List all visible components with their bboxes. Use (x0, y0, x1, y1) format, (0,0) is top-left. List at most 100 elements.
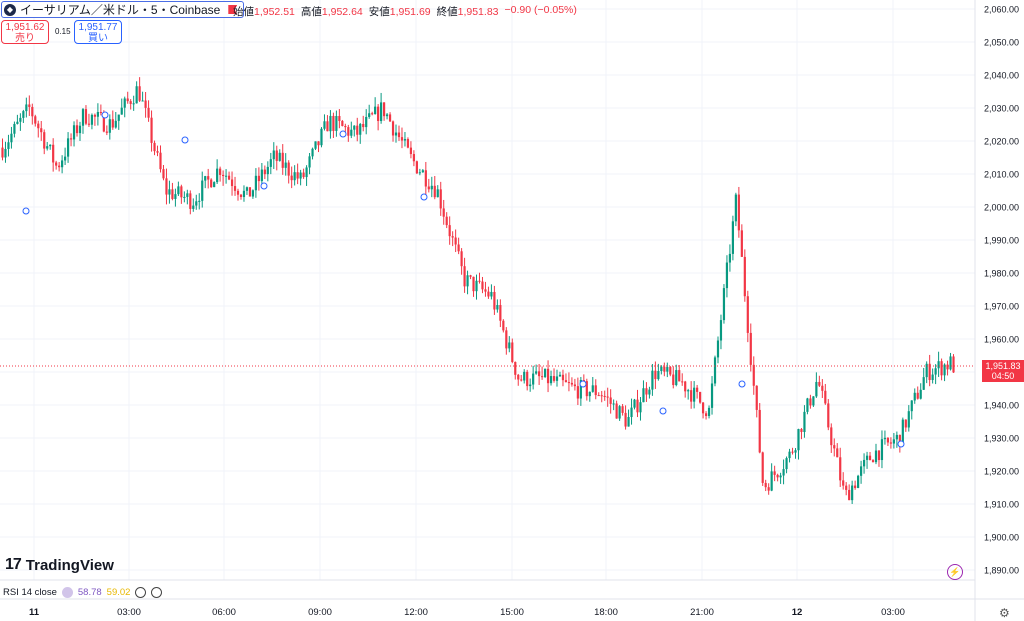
candle-body (773, 471, 776, 475)
candle-body (633, 399, 636, 408)
candle-body (397, 132, 401, 138)
candle-body (105, 131, 108, 133)
candle-body (251, 190, 255, 197)
candle-body (913, 392, 916, 401)
candle-body (341, 120, 344, 126)
event-marker (22, 207, 30, 215)
candle-body (794, 450, 797, 453)
hide-icon[interactable] (151, 587, 163, 598)
candle-body (830, 427, 833, 446)
candle-body (4, 148, 7, 158)
candle-body (770, 471, 773, 491)
candle-body (10, 133, 13, 143)
buy-button[interactable]: 1,951.77 買い (74, 20, 122, 44)
candle-body (621, 406, 624, 413)
candle-body (931, 374, 934, 381)
x-tick-label: 06:00 (212, 607, 236, 618)
candle-body (636, 399, 639, 413)
candle-body (305, 167, 308, 178)
candle-body (284, 162, 287, 168)
candle-body (186, 193, 189, 197)
event-marker (659, 407, 667, 415)
candle-body (338, 115, 341, 121)
candle-body (72, 125, 76, 140)
candle-body (785, 458, 788, 470)
candle-body (734, 194, 737, 222)
candle-body (943, 364, 946, 376)
ohlc-high: 高値1,952.64 (300, 6, 363, 18)
candle-body (609, 397, 612, 404)
candle-body (153, 142, 156, 152)
candle-body (922, 377, 925, 390)
candle-body (529, 384, 532, 387)
candle-body (546, 368, 550, 384)
symbol-title: イーサリアム／米ドル・5・Coinbase (20, 3, 221, 17)
y-tick-label: 1,940.00 (984, 401, 1019, 411)
tradingview-logo[interactable]: 17 TradingView (5, 556, 114, 574)
candle-body (25, 104, 28, 112)
candle-body (58, 165, 61, 168)
y-tick-label: 2,020.00 (984, 137, 1019, 147)
candle-body (871, 460, 875, 463)
symbol-selector[interactable]: ◆ イーサリアム／米ドル・5・Coinbase (1, 1, 245, 18)
settings-icon[interactable]: ⚙ (999, 606, 1010, 620)
candle-body (499, 305, 502, 321)
candle-body (606, 396, 609, 398)
candle-body (210, 179, 213, 188)
candle-body (117, 114, 120, 121)
candle-body (445, 216, 448, 226)
candle-body (886, 437, 890, 443)
candle-body (883, 437, 887, 440)
candle-body (19, 117, 22, 122)
candle-body (84, 109, 88, 124)
candle-body (892, 439, 895, 444)
candle-body (147, 107, 150, 118)
candle-body (710, 383, 714, 408)
candle-body (278, 152, 281, 161)
candle-body (430, 185, 433, 190)
rsi-legend[interactable]: RSI 14 close 58.78 59.02 (3, 587, 163, 598)
last-price-tag: 1,951.83 04:50 (982, 360, 1024, 382)
candle-body (526, 371, 529, 387)
candle-body (490, 291, 493, 297)
candle-body (424, 170, 427, 187)
x-tick-label: 12:00 (404, 607, 428, 618)
candle-body (380, 102, 383, 122)
candle-body (800, 429, 803, 432)
candle-body (308, 156, 311, 168)
candle-body (701, 402, 705, 414)
candle-body (868, 455, 872, 461)
flag-icon[interactable] (228, 5, 238, 14)
x-tick-label: 03:00 (881, 607, 905, 618)
candle-body (168, 189, 171, 195)
candle-body (293, 172, 296, 181)
candle-body (755, 385, 758, 410)
y-tick-label: 2,050.00 (984, 38, 1019, 48)
candle-body (317, 141, 320, 146)
candle-body (75, 125, 79, 134)
candle-body (135, 86, 138, 104)
candle-body (919, 389, 922, 399)
candle-body (848, 489, 851, 501)
candle-body (597, 395, 600, 397)
candle-body (156, 151, 159, 153)
candle-body (415, 161, 418, 174)
bolt-icon[interactable]: ⚡ (947, 564, 963, 580)
candle-body (946, 364, 949, 370)
candle-body (859, 466, 863, 476)
candle-body (824, 390, 827, 404)
candle-body (126, 98, 129, 102)
candle-body (704, 413, 708, 416)
sell-button[interactable]: 1,951.62 売り (1, 20, 49, 44)
rsi-icon (61, 587, 73, 598)
candle-body (570, 382, 574, 385)
candle-body (854, 485, 857, 488)
candle-body (907, 411, 910, 428)
candle-body (576, 386, 579, 399)
candle-body (439, 189, 442, 209)
candle-body (916, 392, 919, 399)
candle-body (239, 194, 243, 198)
eye-icon[interactable] (135, 587, 147, 598)
candle-body (675, 370, 678, 386)
